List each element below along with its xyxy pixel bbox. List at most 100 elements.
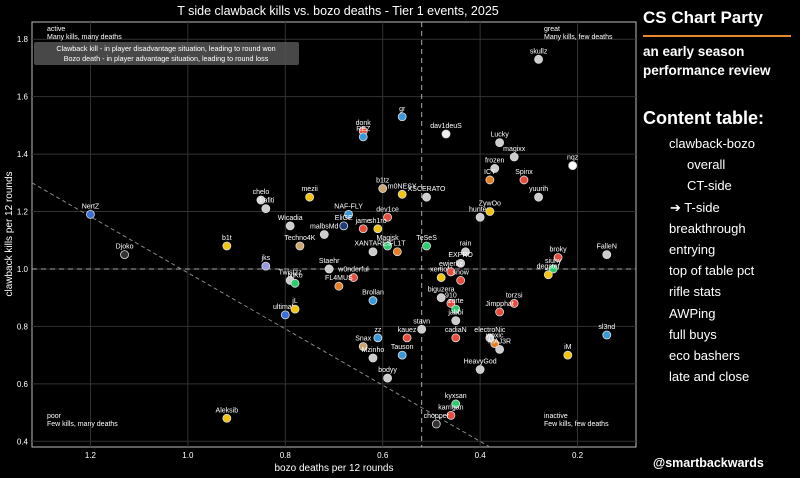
scatter-chart: T side clawback kills vs. bozo deaths - … — [4, 4, 637, 474]
data-point — [490, 339, 500, 349]
data-point-label: donk — [356, 120, 372, 127]
toc-item-rifle-stats[interactable]: rifle stats — [669, 284, 722, 300]
brand-title: CS Chart Party — [643, 8, 763, 27]
data-point-label: broky — [550, 246, 568, 253]
data-point — [397, 112, 407, 122]
data-point-label: FalleN — [597, 244, 617, 251]
data-point — [285, 221, 295, 231]
data-point-label: degster — [537, 264, 561, 271]
toc-item-breakthrough[interactable]: breakthrough — [669, 220, 746, 236]
data-point — [305, 192, 315, 202]
y-tick-label: 0.8 — [17, 322, 29, 331]
data-point-label: malbsMd — [310, 224, 339, 231]
data-point-label: mezii — [301, 186, 318, 193]
toc-item-t-side[interactable]: ➔ T-side — [670, 199, 720, 215]
axis-ticks: 1.2 1.0 0.8 0.6 0.4 0.2 0.4 0.6 0.8 1.0 1.2 1.4 1.6 1… — [17, 35, 584, 460]
data-point-label: ewjerkz — [439, 261, 463, 268]
data-point — [563, 350, 573, 360]
toc-item-awping[interactable]: AWPing — [669, 305, 716, 321]
data-point-label: b1t — [222, 235, 232, 242]
quadrant-title-active: active — [47, 26, 65, 33]
data-point — [485, 175, 495, 185]
data-point — [441, 129, 451, 139]
data-point — [358, 132, 368, 142]
data-point-label: stavn — [413, 318, 430, 325]
data-point — [261, 261, 271, 271]
data-point-label: MAJ3R — [488, 338, 511, 345]
data-point-label: Djoko — [116, 244, 134, 251]
data-point — [397, 350, 407, 360]
data-point — [436, 273, 446, 282]
toc-item-overall[interactable]: overall — [687, 157, 726, 173]
y-tick-label: 0.6 — [17, 380, 29, 389]
data-point-label: NAF-FLY — [334, 203, 363, 210]
brand-underline — [643, 35, 791, 37]
data-point-label: 910 — [445, 292, 457, 299]
quadrant-desc-poor: Few kills, many deaths — [47, 421, 118, 428]
x-axis-label: bozo deaths per 12 rounds — [275, 463, 394, 474]
y-tick-label: 1.8 — [17, 35, 29, 44]
data-point — [324, 264, 334, 274]
data-point — [490, 164, 500, 173]
data-point — [446, 299, 456, 308]
data-point-label: Spinx — [515, 169, 533, 176]
data-point — [383, 373, 392, 383]
data-point-label: REZ — [356, 126, 371, 133]
data-point-label: dav1deuS — [430, 123, 462, 130]
data-point — [256, 195, 266, 205]
grid — [32, 22, 636, 447]
data-point-label: chelo — [253, 189, 270, 196]
toc-title: Content table: — [643, 108, 764, 128]
toc-item-entrying[interactable]: entrying — [669, 242, 716, 258]
toc-item-clawback-bozo[interactable]: clawback-bozo — [669, 136, 755, 151]
data-point — [543, 270, 553, 280]
data-point — [349, 273, 358, 282]
data-point-label: kauez — [398, 327, 417, 334]
data-point — [319, 230, 329, 239]
x-tick-label: 0.2 — [572, 451, 584, 460]
data-point-label: torzsi — [506, 292, 523, 299]
data-point — [456, 276, 466, 285]
toc-item-top-of-table-pct[interactable]: top of table pct — [669, 263, 755, 279]
toc-item-full-buys[interactable]: full buys — [669, 326, 717, 342]
y-axis-label: clawback kills per 12 rounds — [4, 171, 15, 296]
data-point — [222, 413, 232, 423]
data-point — [378, 184, 388, 193]
data-point-label: Brollan — [362, 290, 384, 297]
y-tick-label: 1.0 — [17, 265, 29, 274]
data-point — [553, 253, 563, 262]
data-point-label: biguzera — [428, 287, 455, 294]
data-point — [568, 161, 578, 170]
data-point-label: jabbi — [447, 310, 463, 317]
data-point-label: Tauson — [391, 344, 414, 351]
data-point-label: frozen — [485, 157, 505, 164]
data-point — [436, 293, 446, 303]
data-point — [485, 207, 495, 216]
data-point — [373, 333, 383, 343]
quadrant-title-inactive: inactive — [544, 413, 568, 420]
data-point — [120, 250, 129, 260]
data-point-label: bodyy — [378, 367, 397, 374]
data-point-label: m0NESY — [388, 183, 417, 190]
data-point-label: ZywOo — [479, 201, 501, 208]
x-tick-label: 0.4 — [475, 451, 487, 460]
y-tick-label: 0.4 — [17, 437, 29, 446]
toc-item-ct-side[interactable]: CT-side — [687, 178, 732, 194]
data-point — [475, 212, 485, 222]
data-point — [397, 189, 407, 199]
data-point-label: jks — [261, 255, 271, 262]
data-point — [422, 241, 431, 251]
toc-item-eco-bashers[interactable]: eco bashers — [669, 348, 740, 364]
toc-item-late-and-close[interactable]: late and close — [669, 369, 750, 385]
data-point-label: ICY — [484, 169, 496, 176]
data-point-label: zz — [374, 327, 382, 334]
data-point — [495, 307, 505, 317]
data-point — [519, 175, 529, 185]
data-point-label: Staehr — [319, 258, 340, 265]
data-point-label: Wicadia — [278, 215, 303, 222]
quadrant-desc-great: Many kills, few deaths — [544, 34, 613, 41]
data-point — [280, 310, 290, 320]
data-point — [261, 204, 271, 214]
data-point-label: zorte — [448, 298, 464, 305]
data-point-label: magixx — [503, 146, 526, 153]
